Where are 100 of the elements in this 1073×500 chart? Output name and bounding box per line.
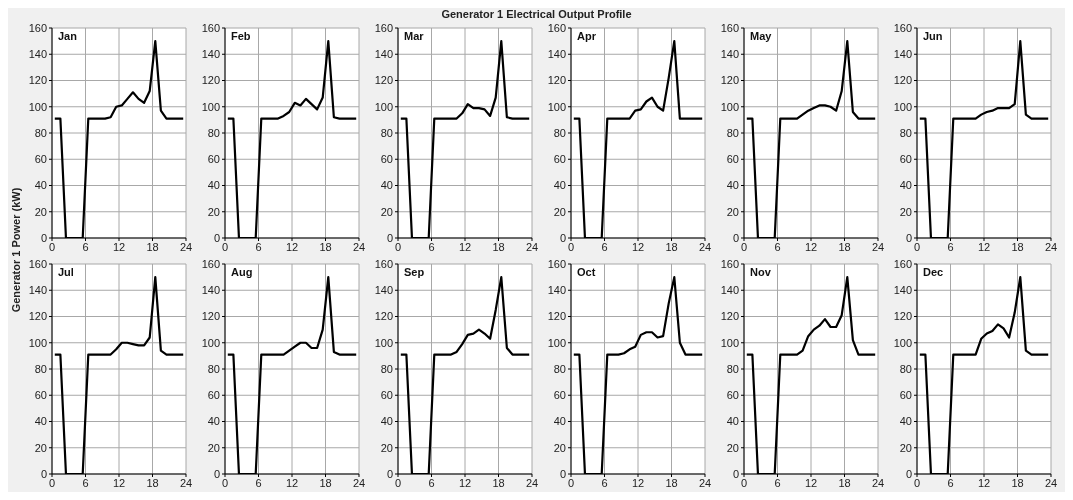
x-tick-label: 6: [255, 476, 262, 489]
y-tick-label: 100: [374, 336, 393, 349]
y-tick-label: 120: [893, 310, 912, 323]
y-tick-label: 120: [201, 74, 220, 87]
x-tick-label: 0: [48, 476, 56, 489]
y-tick-label: 60: [380, 389, 393, 402]
x-tick-label: 18: [665, 476, 678, 489]
chart-title: Jul: [58, 266, 74, 278]
y-tick-label: 60: [899, 389, 912, 402]
y-tick-label: 80: [207, 126, 220, 139]
x-tick-label: 0: [221, 240, 229, 253]
y-tick-label: 80: [553, 126, 566, 139]
x-tick-label: 12: [112, 240, 126, 253]
y-tick-label: 100: [547, 336, 566, 349]
y-tick-label: 80: [380, 362, 393, 375]
x-tick-label: 24: [179, 240, 193, 253]
y-tick-label: 120: [547, 74, 566, 87]
x-tick-label: 0: [740, 476, 748, 489]
y-tick-label: 100: [720, 336, 739, 349]
x-tick-label: 12: [804, 240, 818, 253]
x-tick-label: 24: [1044, 476, 1058, 489]
y-tick-label: 120: [720, 310, 739, 323]
y-tick-label: 120: [720, 74, 739, 87]
text: Generator 1 Electrical Output Profile: [440, 8, 633, 20]
x-tick-label: 0: [567, 476, 575, 489]
y-tick-label: 80: [380, 126, 393, 139]
y-tick-label: 80: [899, 126, 912, 139]
y-tick-label: 140: [547, 284, 566, 297]
y-tick-label: 60: [34, 153, 47, 166]
y-tick-label: 80: [207, 362, 220, 375]
y-tick-label: 80: [726, 126, 739, 139]
y-axis-title: Generator 1 Power (kW): [10, 186, 22, 315]
y-tick-label: 100: [28, 336, 47, 349]
y-tick-label: 0: [559, 231, 566, 244]
x-tick-label: 6: [255, 240, 262, 253]
y-tick-label: 120: [28, 310, 47, 323]
y-tick-label: 0: [40, 231, 47, 244]
x-tick-label: 18: [1011, 240, 1024, 253]
x-tick-label: 24: [179, 476, 193, 489]
chart-title: Oct: [577, 266, 596, 278]
x-tick-label: 18: [1011, 476, 1024, 489]
x-tick-label: 18: [319, 240, 332, 253]
y-tick-label: 120: [28, 74, 47, 87]
y-tick-label: 140: [547, 48, 566, 61]
x-tick-label: 0: [913, 476, 921, 489]
y-tick-label: 0: [213, 467, 220, 480]
chart-title: Jan: [58, 30, 77, 42]
y-tick-label: 120: [893, 74, 912, 87]
x-tick-label: 0: [740, 240, 748, 253]
x-tick-label: 0: [394, 476, 402, 489]
y-tick-label: 80: [899, 362, 912, 375]
y-tick-label: 160: [893, 21, 912, 34]
y-tick-label: 100: [893, 336, 912, 349]
y-tick-label: 60: [899, 153, 912, 166]
x-tick-label: 18: [838, 476, 851, 489]
chart-title: Mar: [404, 30, 424, 42]
y-tick-label: 60: [553, 153, 566, 166]
x-tick-label: 6: [601, 476, 608, 489]
y-tick-label: 0: [732, 467, 739, 480]
y-tick-label: 40: [899, 415, 912, 428]
y-tick-label: 120: [374, 310, 393, 323]
y-tick-label: 140: [201, 284, 220, 297]
y-tick-label: 60: [726, 153, 739, 166]
y-tick-label: 140: [28, 48, 47, 61]
y-tick-label: 20: [553, 205, 566, 218]
y-tick-label: 20: [34, 441, 47, 454]
y-tick-label: 20: [726, 205, 739, 218]
y-tick-label: 100: [893, 100, 912, 113]
y-tick-label: 20: [553, 441, 566, 454]
x-tick-label: 6: [947, 240, 954, 253]
chart-title: May: [750, 30, 772, 42]
x-tick-label: 0: [394, 240, 402, 253]
y-tick-label: 0: [905, 467, 912, 480]
chart-title: Aug: [231, 266, 253, 278]
y-tick-label: 160: [720, 257, 739, 270]
y-tick-label: 20: [380, 441, 393, 454]
chart-title: Nov: [750, 266, 771, 278]
x-tick-label: 6: [774, 240, 781, 253]
x-tick-label: 18: [492, 240, 505, 253]
y-tick-label: 100: [547, 100, 566, 113]
y-tick-label: 20: [899, 205, 912, 218]
x-tick-label: 18: [492, 476, 505, 489]
x-tick-label: 18: [665, 240, 678, 253]
x-tick-label: 12: [285, 240, 299, 253]
x-tick-label: 24: [352, 240, 366, 253]
chart-title: Apr: [577, 30, 596, 42]
y-tick-label: 160: [547, 257, 566, 270]
y-tick-label: 40: [553, 415, 566, 428]
y-tick-label: 0: [559, 467, 566, 480]
chart-title: Feb: [231, 30, 251, 42]
y-tick-label: 20: [899, 441, 912, 454]
y-tick-label: 60: [34, 389, 47, 402]
y-tick-label: 100: [28, 100, 47, 113]
y-tick-label: 40: [34, 415, 47, 428]
y-tick-label: 80: [553, 362, 566, 375]
y-tick-label: 140: [374, 284, 393, 297]
y-tick-label: 100: [201, 336, 220, 349]
y-tick-label: 160: [201, 21, 220, 34]
y-tick-label: 60: [207, 389, 220, 402]
y-tick-label: 40: [380, 179, 393, 192]
